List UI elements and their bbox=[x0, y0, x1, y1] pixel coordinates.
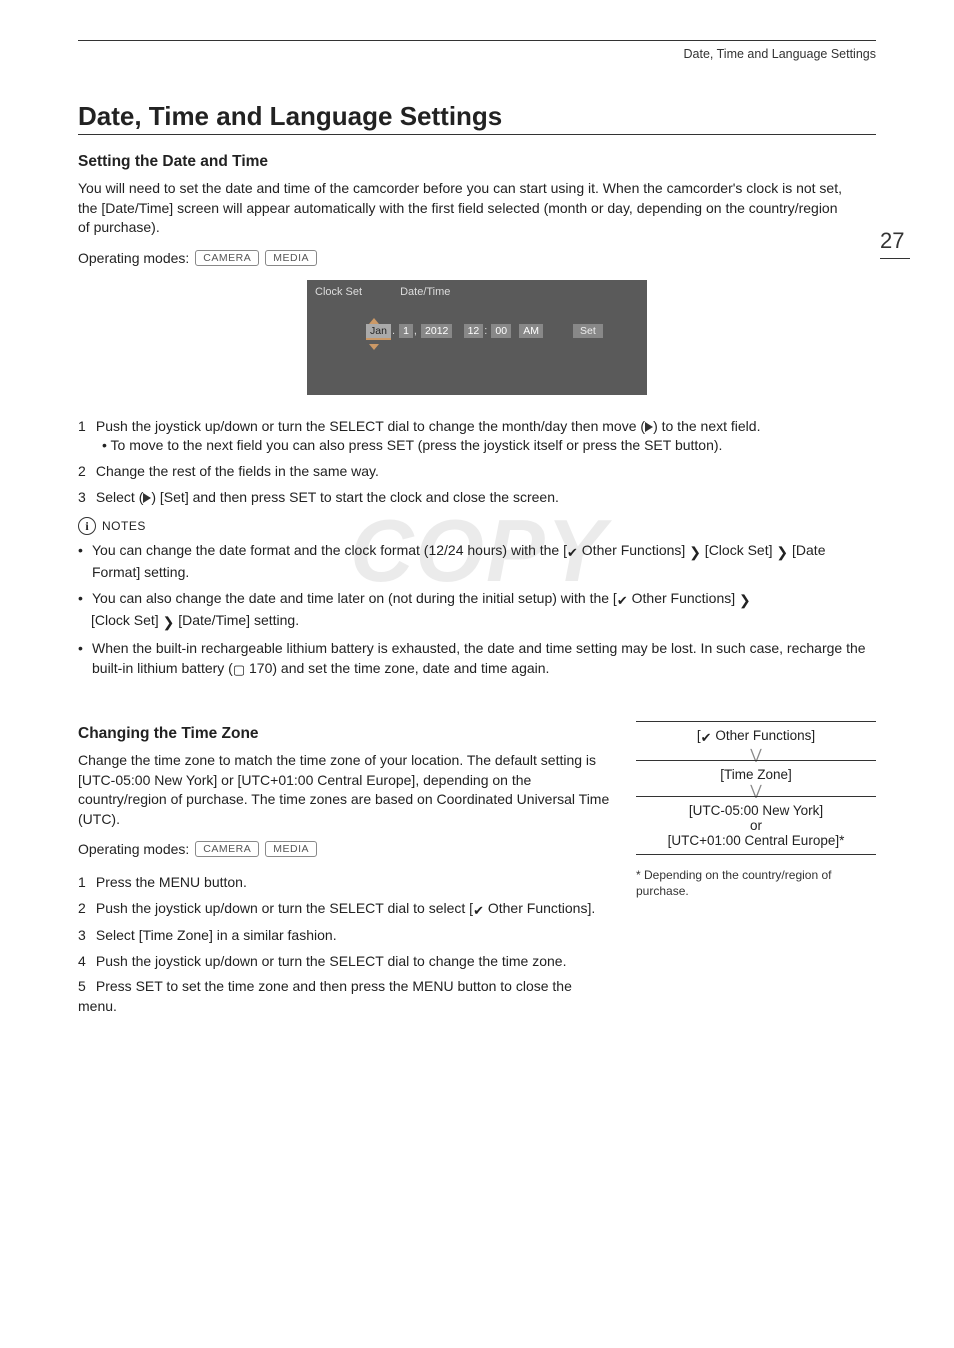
tz-step-3: 3 Select [Time Zone] in a similar fashio… bbox=[78, 926, 612, 946]
wrench-icon: ✔ bbox=[701, 730, 712, 746]
step-3: 3 Select () [Set] and then press SET to … bbox=[78, 488, 876, 508]
mode-chip-media: MEDIA bbox=[265, 250, 317, 266]
mode-chip-camera: CAMERA bbox=[195, 250, 259, 266]
note-3: When the built-in rechargeable lithium b… bbox=[78, 639, 876, 679]
tz-step-2: 2 Push the joystick up/down or turn the … bbox=[78, 899, 612, 920]
clock-set-screen: Clock Set Date/Time Jan. 1, 2012 12: 00 … bbox=[307, 280, 647, 395]
section-heading-2: Changing the Time Zone bbox=[78, 725, 612, 743]
right-triangle-icon bbox=[645, 422, 653, 432]
year-field: 2012 bbox=[421, 324, 452, 338]
tz-step-1: 1 Press the MENU button. bbox=[78, 873, 612, 893]
minute-field: 00 bbox=[491, 324, 511, 338]
chevron-right-icon: ❯ bbox=[163, 613, 175, 633]
ampm-field: AM bbox=[519, 324, 543, 338]
book-icon: ▢ bbox=[233, 662, 245, 677]
intro-paragraph: You will need to set the date and time o… bbox=[78, 179, 848, 238]
info-icon: i bbox=[78, 517, 96, 535]
set-field: Set bbox=[573, 324, 603, 338]
wrench-icon: ✔ bbox=[617, 592, 628, 610]
page-title: Date, Time and Language Settings bbox=[78, 101, 876, 135]
chevron-right-icon: ❯ bbox=[739, 591, 751, 611]
notes-label: NOTES bbox=[102, 519, 146, 533]
chevron-right-icon: ❯ bbox=[689, 543, 701, 563]
modes-label-2: Operating modes: bbox=[78, 841, 189, 857]
tz-step-4: 4 Push the joystick up/down or turn the … bbox=[78, 952, 612, 972]
down-chevron-icon: ⋁ bbox=[636, 750, 876, 758]
day-field: 1 bbox=[399, 324, 413, 338]
running-title: Date, Time and Language Settings bbox=[684, 47, 877, 61]
step-2: 2 Change the rest of the fields in the s… bbox=[78, 462, 876, 482]
screen-title-left: Clock Set bbox=[315, 286, 362, 298]
note-2: You can also change the date and time la… bbox=[78, 589, 876, 633]
step-1: 1 Push the joystick up/down or turn the … bbox=[78, 417, 876, 456]
footnote: * Depending on the country/region of pur… bbox=[636, 867, 876, 899]
chevron-right-icon: ❯ bbox=[776, 543, 788, 563]
hour-field: 12 bbox=[464, 324, 484, 338]
mode-chip-media: MEDIA bbox=[265, 841, 317, 857]
menu-path-3: [UTC-05:00 New York] or [UTC+01:00 Centr… bbox=[636, 796, 876, 855]
up-arrow-icon bbox=[369, 318, 379, 324]
mode-chip-camera: CAMERA bbox=[195, 841, 259, 857]
tz-step-5: 5 Press SET to set the time zone and the… bbox=[78, 977, 612, 1016]
section-heading: Setting the Date and Time bbox=[78, 153, 876, 171]
screen-title-right: Date/Time bbox=[400, 286, 450, 298]
modes-label: Operating modes: bbox=[78, 250, 189, 266]
page-number: 27 bbox=[880, 228, 910, 259]
wrench-icon: ✔ bbox=[567, 544, 578, 562]
down-chevron-icon: ⋁ bbox=[636, 786, 876, 794]
intro-paragraph-2: Change the time zone to match the time z… bbox=[78, 751, 612, 829]
wrench-icon: ✔ bbox=[473, 902, 484, 920]
note-1: You can change the date format and the c… bbox=[78, 541, 876, 583]
down-arrow-icon bbox=[369, 344, 379, 350]
month-field: Jan bbox=[366, 324, 391, 340]
